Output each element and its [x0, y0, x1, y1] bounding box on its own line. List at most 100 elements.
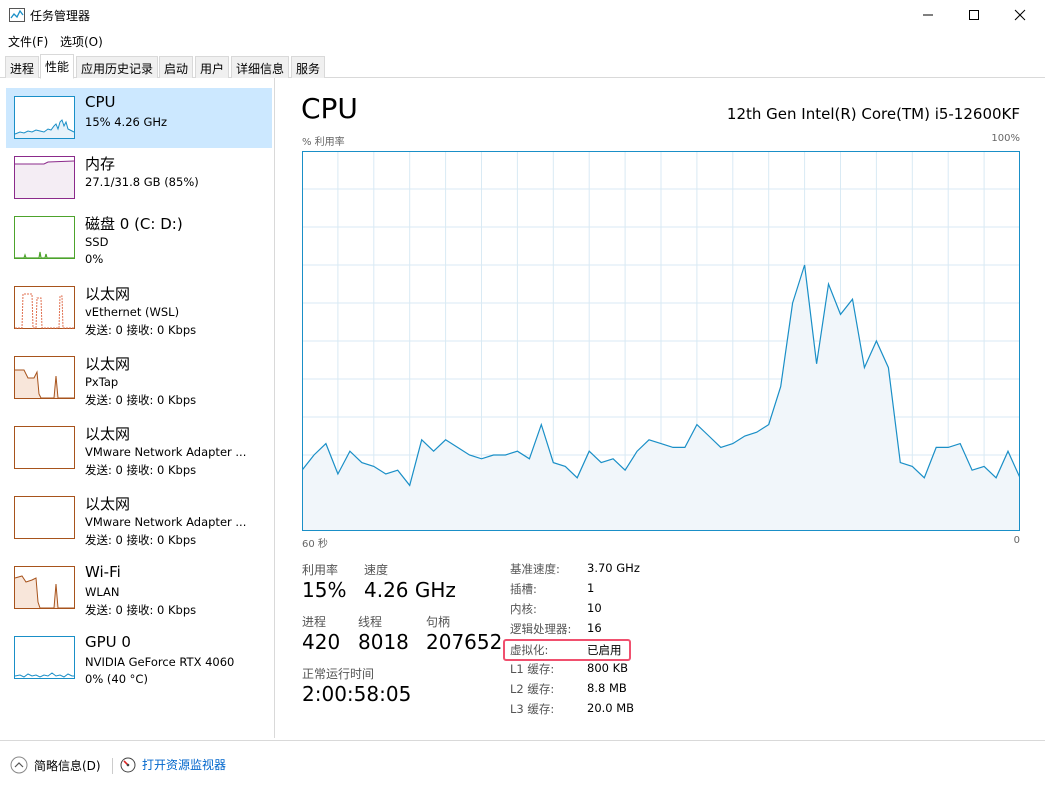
sidebar-item-detail: WLAN: [85, 585, 120, 599]
sidebar-item-name: 磁盘 0 (C: D:): [85, 215, 183, 233]
minimize-button[interactable]: [905, 0, 951, 30]
sidebar-item-ethernet-vmware-1[interactable]: 以太网 VMware Network Adapter ... 发送: 0 接收:…: [6, 418, 272, 478]
chart-axis-max: 100%: [991, 133, 1020, 144]
close-icon: [1014, 9, 1026, 21]
cpu-model-name: 12th Gen Intel(R) Core(TM) i5-12600KF: [726, 105, 1020, 123]
ethernet-thumbnail: [14, 426, 75, 469]
sidebar-item-cpu[interactable]: CPU 15% 4.26 GHz: [6, 88, 272, 148]
menu-options[interactable]: 选项(O): [60, 35, 103, 49]
virtualization-highlight-box: [503, 639, 631, 661]
sidebar-item-detail: SSD: [85, 235, 109, 249]
sidebar-item-detail: vEthernet (WSL): [85, 305, 180, 319]
sidebar-item-wifi[interactable]: Wi-Fi WLAN 发送: 0 接收: 0 Kbps: [6, 558, 272, 618]
close-button[interactable]: [997, 0, 1043, 30]
chart-axis-label-y: % 利用率: [302, 137, 345, 148]
maximize-button[interactable]: [951, 0, 997, 30]
chart-series-line: [302, 264, 1020, 487]
sidebar-item-memory[interactable]: 内存 27.1/31.8 GB (85%): [6, 148, 272, 208]
open-resource-monitor-link[interactable]: 打开资源监视器: [120, 756, 226, 773]
open-resource-monitor-label: 打开资源监视器: [142, 758, 227, 772]
fewer-details-label: 简略信息(D): [34, 758, 101, 773]
ethernet-thumbnail: [14, 356, 75, 399]
sidebar-item-usage: 发送: 0 接收: 0 Kbps: [85, 533, 197, 547]
cores-label: 内核:: [510, 602, 537, 616]
sockets-value: 1: [587, 581, 595, 595]
tab-details[interactable]: 详细信息: [231, 56, 290, 78]
sidebar-item-name: 内存: [85, 155, 116, 173]
tab-users[interactable]: 用户: [195, 56, 230, 78]
sidebar-item-usage: 发送: 0 接收: 0 Kbps: [85, 463, 197, 477]
sidebar-item-usage: 发送: 0 接收: 0 Kbps: [85, 393, 197, 407]
uptime-value: 2:00:58:05: [302, 682, 412, 706]
ethernet-thumbnail: [14, 496, 75, 539]
footer-divider: [112, 758, 113, 774]
wifi-thumbnail: [14, 566, 75, 609]
footer-bar: 简略信息(D) 打开资源监视器: [0, 740, 1045, 789]
fewer-details-button[interactable]: 简略信息(D): [10, 756, 101, 774]
resource-sidebar: CPU 15% 4.26 GHz 内存 27.1/31.8 GB (85%) 磁…: [0, 78, 275, 738]
page-title: CPU: [301, 92, 358, 125]
sidebar-item-name: 以太网: [85, 425, 131, 443]
sidebar-item-usage: 发送: 0 接收: 0 Kbps: [85, 323, 197, 337]
sidebar-item-name: CPU: [85, 93, 116, 111]
window-title: 任务管理器: [30, 9, 91, 23]
sidebar-item-name: 以太网: [85, 355, 131, 373]
l2-cache-label: L2 缓存:: [510, 682, 555, 696]
tab-processes[interactable]: 进程: [5, 56, 40, 78]
logical-processors-value: 16: [587, 621, 602, 635]
l3-cache-label: L3 缓存:: [510, 702, 555, 716]
gpu-thumbnail: [14, 636, 75, 679]
cpu-utilization-chart: [302, 151, 1020, 531]
processes-label: 进程: [302, 615, 327, 629]
tab-performance[interactable]: 性能: [40, 54, 75, 79]
virtualization-label: 虚拟化:: [510, 643, 549, 657]
task-manager-icon: [9, 8, 25, 22]
virtualization-value: 已启用: [587, 643, 622, 657]
sidebar-item-name: 以太网: [85, 285, 131, 303]
sidebar-item-name: GPU 0: [85, 633, 131, 651]
l3-cache-value: 20.0 MB: [587, 701, 635, 715]
sidebar-item-detail: PxTap: [85, 375, 119, 389]
sidebar-item-ethernet-vmware-2[interactable]: 以太网 VMware Network Adapter ... 发送: 0 接收:…: [6, 488, 272, 548]
ethernet-thumbnail: [14, 286, 75, 329]
sidebar-item-detail: VMware Network Adapter ...: [85, 445, 247, 459]
sidebar-item-name: Wi-Fi: [85, 563, 121, 581]
maximize-icon: [969, 10, 979, 20]
processes-value: 420: [302, 630, 341, 654]
tab-startup[interactable]: 启动: [159, 56, 194, 78]
sidebar-item-detail: NVIDIA GeForce RTX 4060: [85, 655, 235, 669]
disk-thumbnail: [14, 216, 75, 259]
tab-app-history[interactable]: 应用历史记录: [76, 56, 159, 78]
minimize-icon: [923, 14, 933, 16]
chart-axis-time-start: 60 秒: [302, 539, 328, 550]
uptime-label: 正常运行时间: [302, 667, 375, 681]
menu-bar: 文件(F) 选项(O): [0, 31, 1045, 51]
base-speed-label: 基准速度:: [510, 562, 560, 576]
handles-label: 句柄: [426, 615, 451, 629]
sidebar-item-usage: 发送: 0 接收: 0 Kbps: [85, 603, 197, 617]
title-bar: 任务管理器: [0, 0, 1045, 30]
cores-value: 10: [587, 601, 602, 615]
resource-monitor-icon: [120, 757, 136, 772]
menu-file[interactable]: 文件(F): [8, 35, 49, 49]
threads-label: 线程: [358, 615, 383, 629]
logical-processors-label: 逻辑处理器:: [510, 622, 572, 636]
sidebar-item-detail: 27.1/31.8 GB (85%): [85, 175, 199, 189]
l1-cache-value: 800 KB: [587, 661, 629, 675]
sidebar-item-usage: 0% (40 °C): [85, 672, 148, 686]
threads-value: 8018: [358, 630, 409, 654]
memory-thumbnail: [14, 156, 75, 199]
sidebar-item-detail: 15% 4.26 GHz: [85, 115, 168, 129]
l2-cache-value: 8.8 MB: [587, 681, 627, 695]
speed-label: 速度: [364, 563, 389, 577]
l1-cache-label: L1 缓存:: [510, 662, 555, 676]
sidebar-item-gpu[interactable]: GPU 0 NVIDIA GeForce RTX 4060 0% (40 °C): [6, 628, 272, 688]
sidebar-item-ethernet-wsl[interactable]: 以太网 vEthernet (WSL) 发送: 0 接收: 0 Kbps: [6, 278, 272, 338]
chart-border: [302, 151, 1020, 531]
sidebar-item-name: 以太网: [85, 495, 131, 513]
cpu-thumbnail: [14, 96, 75, 139]
base-speed-value: 3.70 GHz: [587, 561, 640, 575]
sidebar-item-ethernet-pxtap[interactable]: 以太网 PxTap 发送: 0 接收: 0 Kbps: [6, 348, 272, 408]
sidebar-item-disk[interactable]: 磁盘 0 (C: D:) SSD 0%: [6, 208, 272, 268]
tab-services[interactable]: 服务: [291, 56, 326, 78]
